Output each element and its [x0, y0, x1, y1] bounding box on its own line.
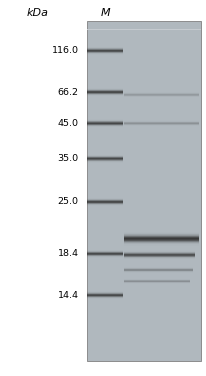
Text: 45.0: 45.0 [57, 119, 78, 128]
Text: 66.2: 66.2 [57, 88, 78, 97]
Text: kDa: kDa [26, 8, 48, 18]
Bar [87, 29, 200, 30]
Text: M: M [100, 8, 109, 18]
Bar [87, 21, 200, 361]
Text: 25.0: 25.0 [57, 197, 78, 206]
Text: 35.0: 35.0 [57, 154, 78, 163]
Text: 18.4: 18.4 [57, 249, 78, 258]
Text: 14.4: 14.4 [57, 291, 78, 300]
Text: 116.0: 116.0 [52, 46, 78, 55]
